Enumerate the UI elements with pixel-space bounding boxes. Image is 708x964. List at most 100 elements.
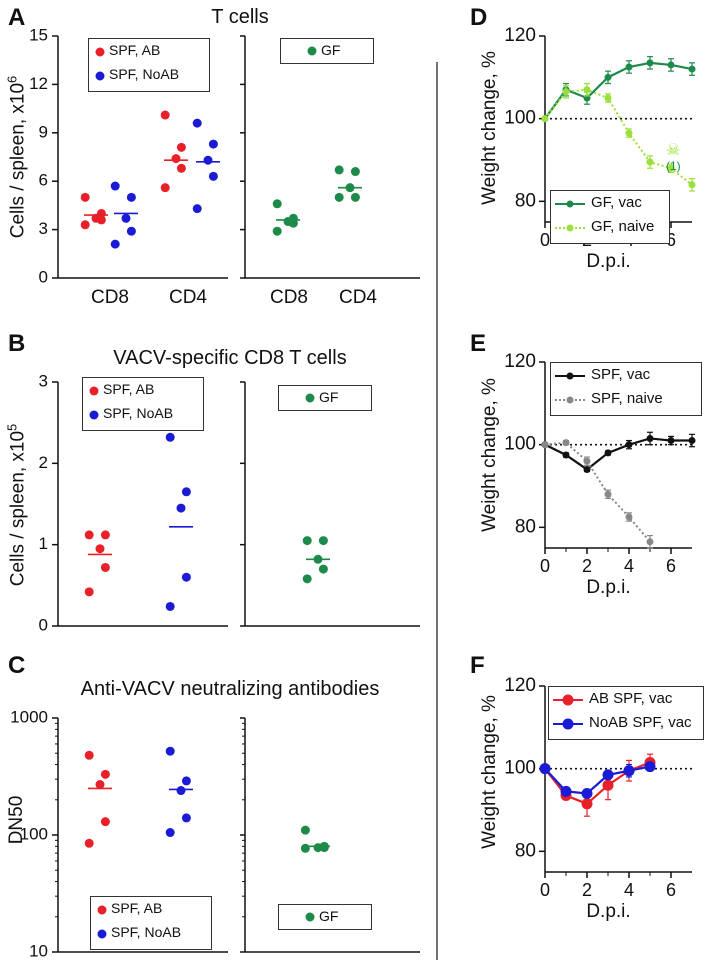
data-point-D [604,73,612,81]
data-point-B [176,503,186,513]
data-point-C [84,750,94,760]
data-point-E [604,449,612,457]
data-point-A [208,171,218,181]
data-point-E [583,465,591,473]
legend-line-spf-naive [555,396,585,404]
title-a: T cells [211,6,269,28]
x-tick-label-E: 4 [624,556,634,576]
data-point-A [171,154,181,164]
skull-icon: ☠ [666,142,681,159]
ylabel-d: Weight change, % [479,51,500,205]
data-point-F [539,763,551,775]
data-point-C [300,825,310,835]
y-tick-label-E: 100 [504,434,536,455]
data-point-A [126,226,136,236]
legend-marker-gf [305,393,315,403]
data-point-A [110,239,120,249]
legend-marker-spf-ab [89,386,99,396]
y-tick-label-A: 15 [29,25,48,44]
data-point-D [667,61,675,69]
title-c: Anti-VACV neutralizing antibodies [80,678,380,700]
data-point-E [562,451,570,459]
y-tick-label-D: 100 [504,108,536,129]
data-point-D [625,63,633,71]
data-point-D [667,164,675,172]
y-tick-label-A: 0 [39,267,48,286]
data-point-A [121,213,131,223]
data-point-A [110,181,120,191]
data-point-F [560,785,572,797]
x-tick-label-E: 0 [540,556,550,576]
legend-f-ab: AB SPF, vac [589,690,673,707]
data-point-C [95,780,105,790]
title-b: VACV-specific CD8 T cells [113,347,347,369]
data-point-E [604,490,612,498]
data-point-A [350,167,360,177]
legend-d-gf-vac: GF, vac [591,194,642,211]
data-point-B [84,587,94,597]
y-tick-label-A: 6 [39,171,48,190]
data-point-A [80,192,90,202]
data-point-D [646,158,654,166]
data-point-F [644,761,656,773]
y-tick-label-F: 80 [515,840,536,861]
y-tick-label-C: 10 [29,941,48,960]
data-point-D [688,65,696,73]
ylabel-e: Weight change, % [479,378,500,532]
data-point-A [160,183,170,193]
series-line-E [544,441,651,543]
data-point-C [165,828,175,838]
y-tick-label-F: 120 [504,675,536,696]
data-point-E [562,439,570,447]
legend-a-spf-ab: SPF, AB [109,42,161,58]
y-tick-label-D: 120 [504,25,536,46]
legend-b-gf: GF [278,385,372,411]
legend-line-gf-naive [555,224,585,232]
data-point-B [165,432,175,442]
data-point-D [541,115,549,123]
ylabel-b: Cells / spleen, x105 [4,423,29,587]
ylabel-c: DN50 [6,795,27,845]
data-point-C [181,776,191,786]
data-point-E [667,437,675,445]
data-point-B [318,564,328,574]
data-point-A [334,165,344,175]
data-point-A [208,139,218,149]
x-tick-label-F: 0 [540,880,550,900]
legend-a-spf-noab: SPF, NoAB [109,66,180,82]
data-point-C [165,746,175,756]
legend-line-noab-spf-vac [553,718,583,730]
legend-b-spf-ab: SPF, AB [103,381,155,397]
y-tick-label-B: 3 [39,371,48,390]
data-point-D [562,88,570,96]
y-tick-label-A: 9 [39,122,48,141]
legend-marker-spf-noab [89,410,99,420]
data-point-A [272,199,282,209]
legend-marker-spf-ab [95,47,105,57]
y-tick-label-B: 0 [39,615,48,634]
data-point-A [176,142,186,152]
skull-note: (1) [666,159,681,173]
y-tick-label-C: 100 [20,824,48,843]
data-point-D [583,86,591,94]
data-point-B [318,536,328,546]
data-point-E [646,538,654,546]
data-point-A [350,192,360,202]
data-point-A [272,226,282,236]
data-point-B [181,572,191,582]
legend-b-gf-text: GF [319,389,339,405]
data-point-A [96,215,106,225]
panel-label-a: A [8,4,26,31]
data-point-A [80,220,90,230]
x-category-label-A-gf: CD4 [339,287,377,308]
data-point-C [100,817,110,827]
data-point-E [646,434,654,442]
x-tick-label-E: 6 [666,556,676,576]
x-category-label-A: CD8 [91,287,129,308]
data-point-B [95,544,105,554]
x-tick-label-F: 4 [624,880,634,900]
legend-c-gf: GF [278,904,372,930]
x-axis-title-D: D.p.i. [586,251,630,272]
y-tick-label-E: 80 [515,516,536,537]
data-point-A [334,192,344,202]
